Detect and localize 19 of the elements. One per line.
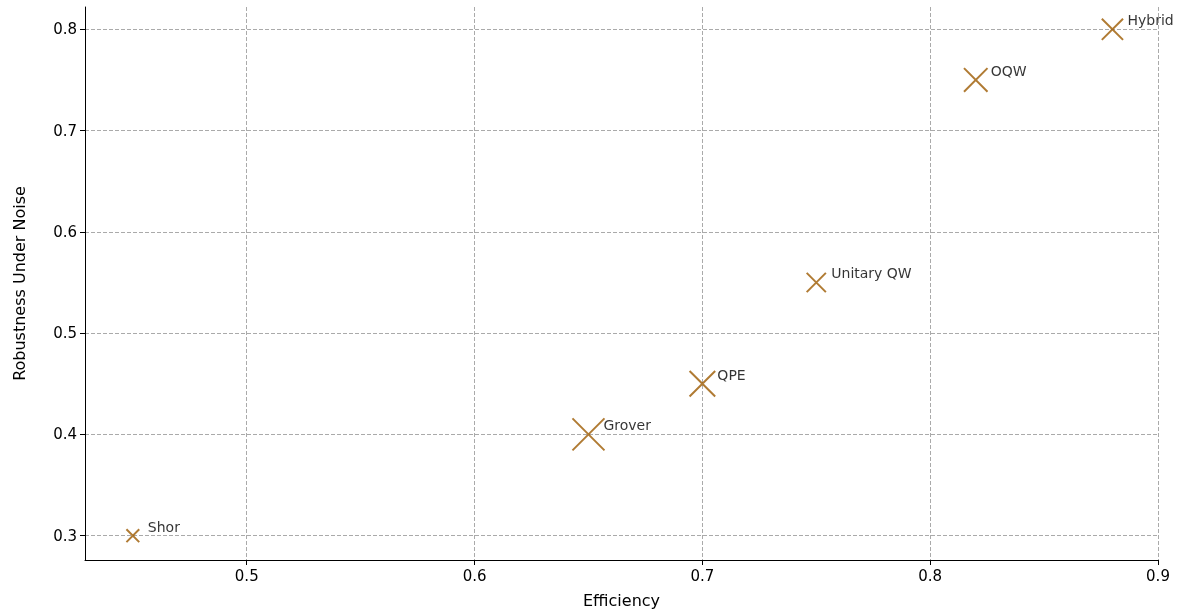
annotation: QPE [717, 366, 746, 383]
y-tick-label: 0.3 [53, 526, 77, 545]
x-tick-label: 0.5 [234, 566, 259, 585]
annotation: Hybrid [1127, 12, 1174, 29]
annotation: OQW [990, 62, 1027, 79]
annotation: Shor [147, 518, 181, 535]
x-axis-title: Efficiency [582, 590, 661, 610]
y-axis-title: Robustness Under Noise [9, 186, 29, 381]
y-tick-label: 0.8 [53, 20, 77, 39]
annotation: Grover [603, 417, 652, 434]
y-tick-label: 0.5 [53, 324, 77, 343]
x-tick-label: 0.8 [918, 566, 943, 585]
x-tick-label: 0.6 [462, 566, 487, 585]
x-tick-label: 0.9 [1146, 566, 1170, 585]
y-tick-label: 0.7 [53, 121, 77, 140]
y-tick-label: 0.6 [53, 222, 77, 241]
x-tick-label: 0.7 [690, 566, 715, 585]
y-tick-label: 0.4 [53, 425, 77, 444]
annotation: Unitary QW [831, 265, 912, 282]
